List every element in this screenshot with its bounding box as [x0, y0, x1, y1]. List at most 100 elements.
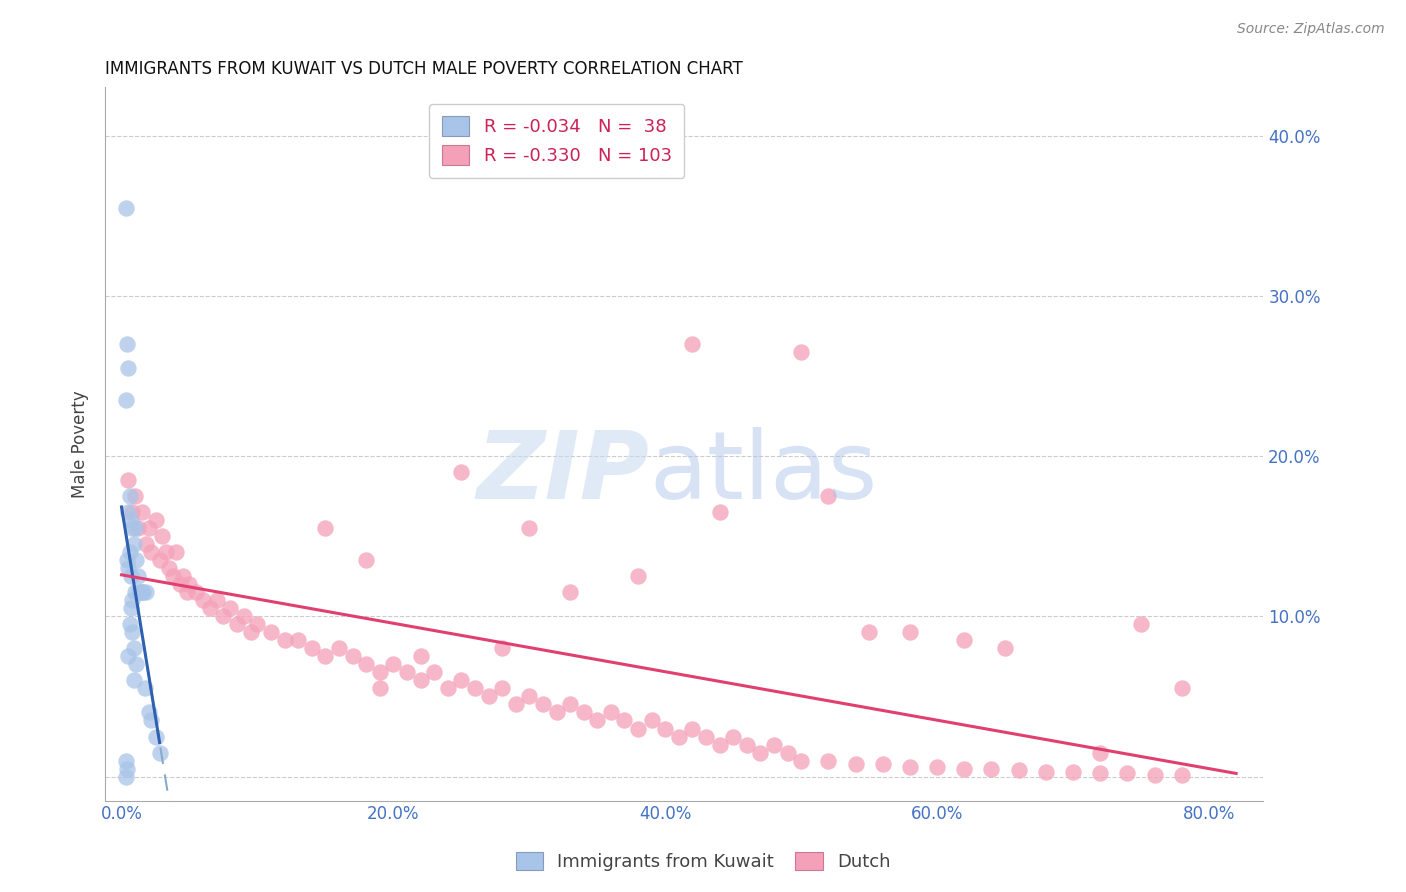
- Text: ZIP: ZIP: [477, 426, 650, 518]
- Point: [145, 513, 167, 527]
- Point: [134, 681, 156, 696]
- Point: [681, 722, 703, 736]
- Point: [546, 706, 568, 720]
- Point: [124, 489, 146, 503]
- Point: [287, 633, 309, 648]
- Point: [162, 569, 184, 583]
- Point: [681, 337, 703, 351]
- Point: [477, 690, 499, 704]
- Point: [790, 345, 813, 359]
- Point: [114, 201, 136, 215]
- Point: [124, 585, 146, 599]
- Point: [121, 593, 143, 607]
- Point: [131, 585, 153, 599]
- Point: [1035, 764, 1057, 779]
- Point: [157, 561, 180, 575]
- Point: [172, 569, 194, 583]
- Point: [138, 521, 160, 535]
- Point: [586, 714, 609, 728]
- Point: [721, 730, 744, 744]
- Point: [1116, 766, 1139, 780]
- Point: [436, 681, 458, 696]
- Point: [953, 633, 976, 648]
- Point: [125, 657, 148, 672]
- Point: [1008, 763, 1031, 777]
- Point: [613, 714, 636, 728]
- Point: [898, 625, 921, 640]
- Point: [1143, 768, 1166, 782]
- Point: [131, 505, 153, 519]
- Point: [124, 521, 146, 535]
- Point: [118, 545, 141, 559]
- Point: [260, 625, 283, 640]
- Point: [198, 601, 221, 615]
- Point: [531, 698, 554, 712]
- Point: [1090, 746, 1112, 760]
- Point: [212, 609, 235, 624]
- Point: [226, 617, 249, 632]
- Point: [205, 593, 228, 607]
- Point: [141, 545, 163, 559]
- Point: [219, 601, 242, 615]
- Point: [517, 521, 540, 535]
- Point: [117, 561, 139, 575]
- Text: Source: ZipAtlas.com: Source: ZipAtlas.com: [1237, 22, 1385, 37]
- Point: [1130, 617, 1153, 632]
- Point: [627, 722, 650, 736]
- Point: [409, 649, 432, 664]
- Point: [395, 665, 418, 680]
- Point: [898, 760, 921, 774]
- Point: [695, 730, 717, 744]
- Point: [273, 633, 295, 648]
- Point: [953, 762, 976, 776]
- Point: [927, 760, 949, 774]
- Point: [132, 585, 155, 599]
- Point: [120, 513, 142, 527]
- Point: [114, 754, 136, 768]
- Point: [117, 473, 139, 487]
- Text: atlas: atlas: [650, 426, 877, 518]
- Point: [423, 665, 446, 680]
- Point: [762, 738, 785, 752]
- Point: [121, 521, 143, 535]
- Point: [1171, 681, 1194, 696]
- Point: [165, 545, 187, 559]
- Point: [572, 706, 595, 720]
- Point: [668, 730, 690, 744]
- Point: [141, 714, 163, 728]
- Point: [354, 553, 377, 567]
- Point: [558, 698, 581, 712]
- Point: [872, 756, 894, 771]
- Point: [135, 585, 157, 599]
- Point: [858, 625, 880, 640]
- Point: [517, 690, 540, 704]
- Legend: R = -0.034   N =  38, R = -0.330   N = 103: R = -0.034 N = 38, R = -0.330 N = 103: [429, 103, 685, 178]
- Point: [135, 537, 157, 551]
- Point: [186, 585, 208, 599]
- Point: [654, 722, 676, 736]
- Point: [368, 681, 391, 696]
- Point: [817, 754, 839, 768]
- Point: [505, 698, 527, 712]
- Point: [709, 738, 731, 752]
- Point: [301, 641, 323, 656]
- Point: [117, 505, 139, 519]
- Point: [115, 553, 138, 567]
- Point: [314, 521, 336, 535]
- Point: [1090, 766, 1112, 780]
- Point: [118, 617, 141, 632]
- Point: [627, 569, 650, 583]
- Point: [127, 569, 149, 583]
- Point: [121, 505, 143, 519]
- Point: [122, 673, 145, 688]
- Text: IMMIGRANTS FROM KUWAIT VS DUTCH MALE POVERTY CORRELATION CHART: IMMIGRANTS FROM KUWAIT VS DUTCH MALE POV…: [105, 60, 742, 78]
- Point: [354, 657, 377, 672]
- Point: [115, 762, 138, 776]
- Point: [409, 673, 432, 688]
- Point: [558, 585, 581, 599]
- Point: [155, 545, 177, 559]
- Point: [129, 585, 152, 599]
- Point: [342, 649, 364, 664]
- Point: [599, 706, 621, 720]
- Point: [125, 553, 148, 567]
